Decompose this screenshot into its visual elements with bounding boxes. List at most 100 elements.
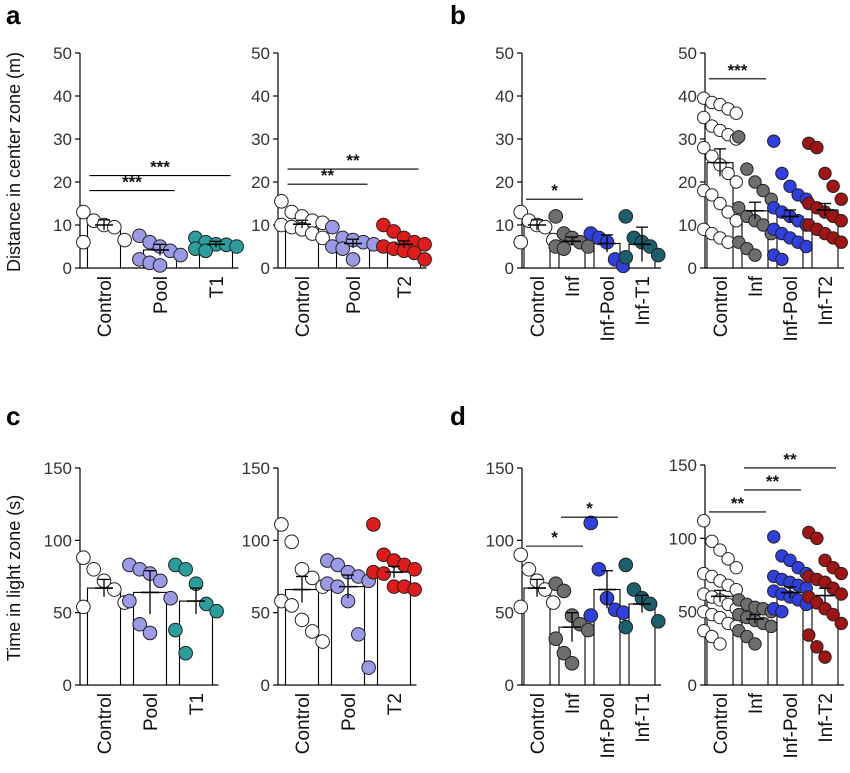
- bar-inf-t1: [628, 603, 656, 686]
- data-point: [132, 228, 147, 244]
- y-tick-label: 10: [678, 216, 697, 235]
- panel-letter-c: c: [6, 401, 20, 431]
- y-tick-label: 50: [251, 604, 270, 623]
- category-label: Inf-Pool: [598, 276, 619, 341]
- data-point: [521, 561, 537, 577]
- data-point: [168, 622, 183, 638]
- data-point: [748, 637, 762, 651]
- y-tick-label: 0: [261, 676, 270, 695]
- category-label: Inf-T1: [633, 276, 654, 326]
- data-point: [697, 110, 711, 125]
- data-point: [76, 599, 91, 615]
- data-point: [826, 607, 840, 622]
- y-tick-label: 100: [44, 531, 72, 550]
- data-point: [818, 650, 832, 664]
- y-axis-label-time: Time in light zone (s): [4, 495, 24, 661]
- data-point: [417, 237, 432, 252]
- data-point: [417, 252, 432, 267]
- data-point: [142, 625, 158, 641]
- data-point: [580, 622, 596, 638]
- data-point: [513, 234, 529, 250]
- data-point: [618, 619, 634, 635]
- significance-label: **: [766, 472, 780, 491]
- chart-b2: 0 10 20 30 40 50 Control Inf Inf-Pool Inf-T2 ***: [678, 44, 848, 341]
- data-point: [366, 517, 381, 532]
- data-point: [305, 624, 320, 639]
- data-point: [361, 660, 376, 675]
- data-point: [729, 175, 743, 189]
- data-point: [86, 561, 101, 577]
- data-point: [548, 631, 564, 647]
- y-tick-label: 20: [678, 173, 697, 192]
- data-point: [76, 234, 91, 250]
- data-point: [117, 232, 132, 248]
- data-point: [376, 566, 391, 581]
- category-label: Control: [711, 693, 732, 754]
- y-tick-label: 30: [53, 130, 72, 149]
- data-point: [615, 605, 631, 620]
- y-tick-label: 50: [251, 44, 270, 63]
- data-point: [775, 252, 789, 267]
- category-label: Control: [711, 276, 732, 337]
- data-point: [834, 616, 848, 631]
- data-point: [294, 612, 310, 628]
- data-point: [178, 645, 193, 661]
- y-tick-label: 0: [261, 259, 270, 278]
- significance-label: ***: [150, 158, 170, 177]
- data-point: [152, 258, 168, 273]
- significance-label: **: [321, 166, 335, 185]
- data-point: [618, 557, 634, 573]
- category-label: Inf-Pool: [598, 693, 619, 758]
- data-point: [407, 582, 422, 597]
- data-point: [583, 515, 599, 531]
- category-label: Inf: [746, 275, 767, 297]
- data-point: [721, 552, 735, 566]
- data-point: [650, 247, 666, 263]
- data-point: [315, 230, 330, 246]
- category-label: Inf-T1: [633, 693, 654, 743]
- y-tick-label: 100: [242, 531, 270, 550]
- chart-a2: 0 10 20 30 40 50 Control Pool T2 ** **: [251, 44, 432, 337]
- category-label: Pool: [339, 693, 360, 731]
- data-point: [274, 194, 289, 209]
- data-point: [767, 530, 781, 544]
- data-point: [705, 534, 719, 548]
- data-point: [132, 616, 147, 632]
- y-tick-label: 150: [669, 456, 697, 475]
- data-point: [513, 547, 529, 563]
- data-point: [810, 640, 824, 654]
- data-point: [351, 627, 366, 642]
- y-tick-label: 30: [251, 130, 270, 149]
- data-point: [834, 192, 848, 206]
- y-tick-label: 50: [53, 44, 72, 63]
- chart-d1: 0 50 100 150 Control Inf Inf-Pool Inf-T1 * *: [486, 459, 666, 758]
- data-point: [732, 201, 746, 215]
- category-label: Inf-T2: [816, 693, 837, 743]
- y-axis-label-distance: Distance in center zone (m): [4, 52, 24, 272]
- category-label: Control: [528, 693, 549, 754]
- data-point: [697, 514, 711, 528]
- y-tick-label: 0: [63, 259, 72, 278]
- data-point: [386, 224, 401, 239]
- data-point: [564, 656, 580, 671]
- y-tick-label: 40: [495, 87, 514, 106]
- data-point: [775, 604, 789, 619]
- category-label: Pool: [344, 276, 365, 314]
- category-label: Pool: [141, 693, 162, 731]
- y-tick-label: 10: [251, 216, 270, 235]
- data-point: [713, 637, 727, 651]
- data-point: [178, 561, 193, 577]
- data-point: [545, 595, 561, 610]
- significance-label: **: [731, 494, 745, 513]
- significance-label: *: [551, 528, 558, 547]
- data-point: [229, 239, 244, 254]
- y-tick-label: 40: [53, 87, 72, 106]
- significance-label: **: [346, 151, 360, 170]
- data-point: [650, 614, 666, 629]
- y-tick-label: 30: [495, 130, 514, 149]
- category-label: Inf: [563, 692, 584, 714]
- y-tick-label: 50: [678, 44, 697, 63]
- y-tick-label: 40: [251, 87, 270, 106]
- y-tick-label: 40: [678, 87, 697, 106]
